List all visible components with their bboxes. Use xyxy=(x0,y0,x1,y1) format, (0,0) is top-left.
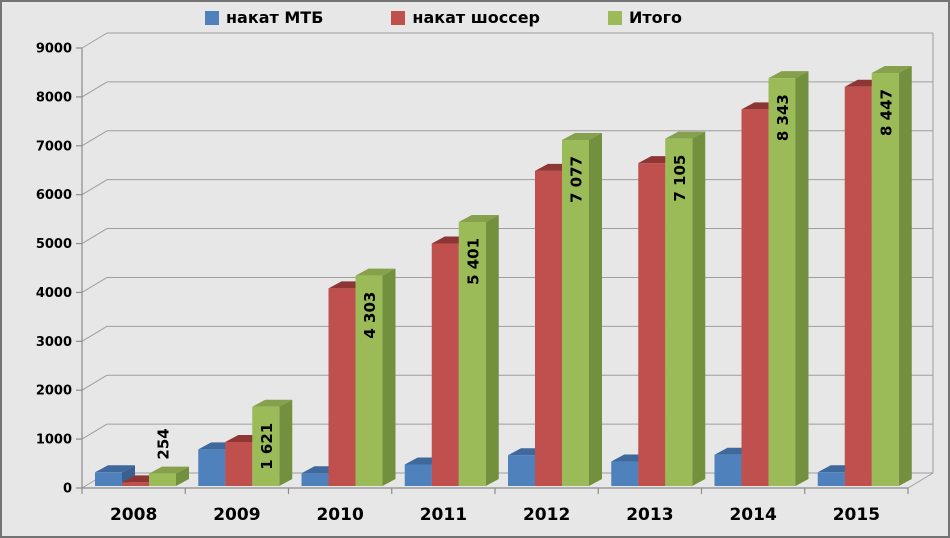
gridline-connector xyxy=(81,277,108,293)
gridline-connector xyxy=(81,32,108,49)
x-axis-label-2011: 2011 xyxy=(420,505,467,525)
x-axis-label-2015: 2015 xyxy=(833,505,880,525)
legend-swatch-itogo xyxy=(608,10,622,25)
legend-item-mtb: накат МТБ xyxy=(205,8,323,27)
bar-itogo-2015 xyxy=(871,66,912,486)
legend-swatch-shosser xyxy=(391,10,406,25)
x-axis-label-2013: 2013 xyxy=(626,505,673,525)
y-axis-label: 7000 xyxy=(36,139,72,154)
data-label-itogo-2015: 8 447 xyxy=(877,89,895,136)
bar-itogo-2011 xyxy=(458,214,499,486)
legend-label-itogo: Итого xyxy=(629,8,683,27)
y-axis-label: 3000 xyxy=(36,335,72,350)
y-axis-label: 6000 xyxy=(36,188,72,203)
x-axis-label-2014: 2014 xyxy=(729,505,776,525)
x-axis-label-2012: 2012 xyxy=(523,505,570,525)
gridline-connector xyxy=(81,179,108,196)
gridline-connector xyxy=(81,374,108,391)
data-label-itogo-2014: 8 343 xyxy=(774,94,792,141)
data-label-itogo-2011: 5 401 xyxy=(464,238,482,285)
gridline-connector xyxy=(81,325,108,342)
x-axis-label-2009: 2009 xyxy=(213,505,260,525)
y-axis-label: 1000 xyxy=(36,433,72,448)
bar-itogo-2010 xyxy=(355,268,396,486)
legend-item-itogo: Итого xyxy=(608,8,682,27)
y-axis-label: 5000 xyxy=(36,237,72,252)
bar-itogo-2014 xyxy=(768,71,809,487)
legend-swatch-mtb xyxy=(205,10,219,25)
y-axis-label: 0 xyxy=(63,482,72,497)
data-label-itogo-2008: 254 xyxy=(155,428,173,459)
data-label-itogo-2012: 7 077 xyxy=(568,156,586,203)
bar-itogo-2008 xyxy=(149,466,189,486)
legend-label-shosser: накат шоссер xyxy=(412,8,540,27)
bar-itogo-2012 xyxy=(562,133,602,486)
gridline-connector xyxy=(81,423,108,440)
bar-itogo-2009 xyxy=(252,399,293,486)
y-axis-label: 4000 xyxy=(36,286,72,301)
floor-right-edge xyxy=(907,472,934,489)
gridline-connector xyxy=(81,228,108,244)
gridline-connector xyxy=(81,81,108,98)
data-label-itogo-2013: 7 105 xyxy=(671,155,689,202)
legend-item-shosser: накат шоссер xyxy=(391,8,540,27)
y-axis-label: 9000 xyxy=(36,42,72,57)
legend-label-mtb: накат МТБ xyxy=(226,8,324,27)
data-label-itogo-2010: 4 303 xyxy=(361,292,379,339)
legend: накат МТБ накат шоссер Итого xyxy=(205,8,682,27)
bar-itogo-2013 xyxy=(665,131,706,486)
y-axis-label: 2000 xyxy=(36,384,72,399)
x-axis-label-2008: 2008 xyxy=(110,505,157,525)
x-axis-label-2010: 2010 xyxy=(316,505,363,525)
gridline-connector xyxy=(81,130,108,147)
data-label-itogo-2009: 1 621 xyxy=(258,423,276,470)
y-axis-label: 8000 xyxy=(36,90,72,105)
